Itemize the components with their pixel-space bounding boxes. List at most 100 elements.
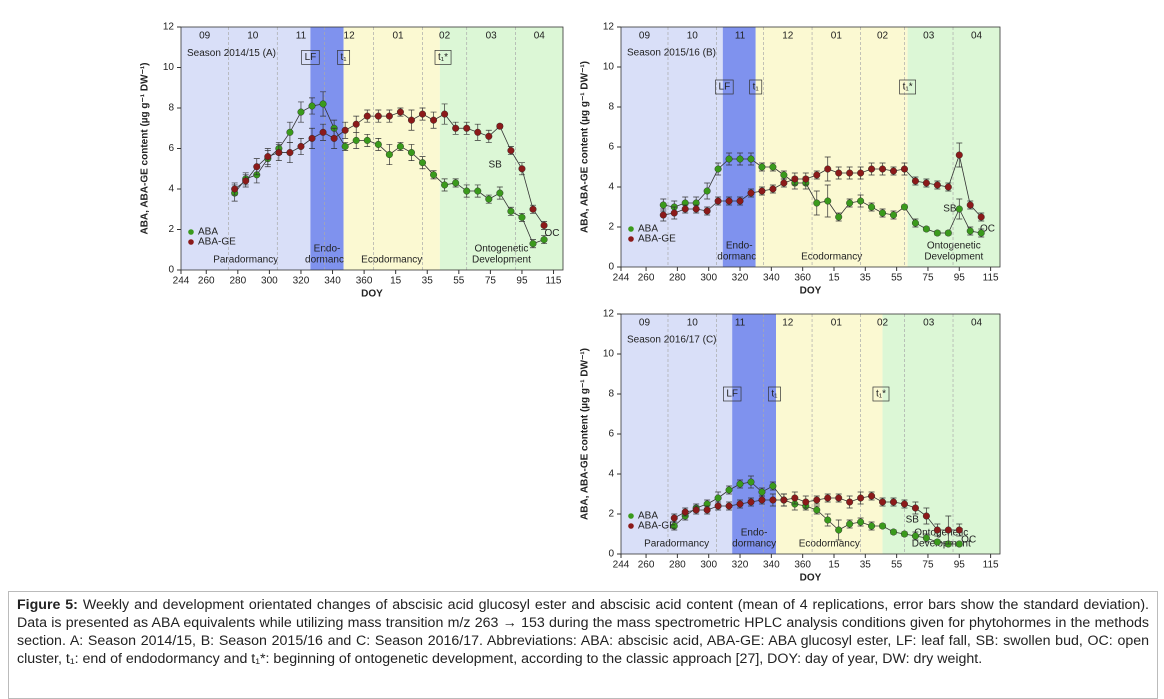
y-tick-label: 12 xyxy=(163,22,175,33)
data-point xyxy=(955,540,963,548)
phase-label: Development xyxy=(924,252,983,263)
annotation-box xyxy=(301,50,320,65)
month-label: 03 xyxy=(923,318,935,329)
data-point xyxy=(868,203,876,211)
data-point xyxy=(286,149,294,157)
y-tick-label: 2 xyxy=(608,509,614,520)
data-point xyxy=(758,187,766,195)
annotation: t₁ xyxy=(753,82,760,93)
data-point xyxy=(813,506,821,514)
data-point xyxy=(341,142,349,150)
data-point xyxy=(879,209,887,217)
x-tick-label: 360 xyxy=(794,273,811,284)
data-point xyxy=(758,163,766,171)
x-tick-label: 115 xyxy=(983,273,999,284)
data-point xyxy=(485,195,493,203)
data-point xyxy=(407,116,415,124)
annotation: SB xyxy=(906,515,920,526)
data-point xyxy=(352,136,360,144)
data-point xyxy=(725,502,733,510)
data-point xyxy=(297,142,305,150)
data-point xyxy=(966,201,974,209)
y-tick-label: 0 xyxy=(168,265,174,276)
data-point xyxy=(824,516,832,524)
legend-label: ABA-GE xyxy=(198,237,236,248)
data-point xyxy=(933,526,941,534)
data-point xyxy=(933,181,941,189)
data-point xyxy=(430,171,438,179)
x-tick-label: 260 xyxy=(638,560,655,571)
data-point xyxy=(474,128,482,136)
month-label: 01 xyxy=(831,318,843,329)
month-label: 11 xyxy=(735,31,746,42)
data-point xyxy=(911,219,919,227)
x-tick-label: 35 xyxy=(860,273,872,284)
data-point xyxy=(769,185,777,193)
phase-label: dormancy xyxy=(732,539,776,550)
phase-band xyxy=(343,27,440,270)
data-point xyxy=(396,108,404,116)
data-point xyxy=(463,124,471,132)
data-point xyxy=(430,116,438,124)
x-tick-label: 95 xyxy=(516,276,528,287)
legend-marker xyxy=(188,239,194,245)
annotation: t₁* xyxy=(903,82,913,93)
data-point xyxy=(670,514,678,522)
month-label: 10 xyxy=(687,318,699,329)
data-point xyxy=(955,526,963,534)
y-tick-label: 10 xyxy=(603,62,615,73)
annotation-box xyxy=(872,386,890,402)
data-point xyxy=(308,134,316,142)
data-point xyxy=(330,134,338,142)
data-point xyxy=(540,221,548,229)
legend-marker xyxy=(628,236,634,242)
month-label: 12 xyxy=(344,31,356,42)
data-point xyxy=(780,496,788,504)
caption: Figure 5: Weekly and development orienta… xyxy=(8,591,1158,699)
y-tick-label: 2 xyxy=(168,224,174,235)
data-point xyxy=(681,508,689,516)
x-tick-label: 15 xyxy=(828,273,840,284)
phase-label: Ecodormancy xyxy=(799,539,860,550)
data-point xyxy=(922,179,930,187)
data-point xyxy=(714,502,722,510)
data-point xyxy=(485,132,493,140)
data-point xyxy=(725,155,733,163)
y-tick-label: 6 xyxy=(608,142,614,153)
legend-marker xyxy=(628,226,634,232)
annotation-box xyxy=(899,79,916,95)
month-label: 12 xyxy=(782,318,794,329)
data-point xyxy=(736,197,744,205)
annotation-box xyxy=(434,50,452,65)
data-point xyxy=(758,488,766,496)
data-point xyxy=(900,165,908,173)
chart: Paradormancy Endo-dormancy Ecodormancy Onto… xyxy=(140,22,564,300)
phase-label: Ontogenetic xyxy=(927,241,981,252)
x-tick-label: 244 xyxy=(613,560,630,571)
x-tick-label: 280 xyxy=(229,276,246,287)
data-point xyxy=(911,504,919,512)
data-point xyxy=(736,480,744,488)
x-axis-label: DOY xyxy=(361,289,383,300)
month-label: 09 xyxy=(199,31,211,42)
x-tick-label: 340 xyxy=(324,276,341,287)
data-point xyxy=(824,494,832,502)
data-point xyxy=(813,496,821,504)
data-point xyxy=(441,181,449,189)
x-tick-label: 360 xyxy=(794,560,811,571)
x-tick-label: 320 xyxy=(293,276,310,287)
phase-label: Development xyxy=(472,255,531,266)
annotation: SB xyxy=(488,159,502,170)
data-point xyxy=(879,498,887,506)
data-point xyxy=(725,486,733,494)
data-point xyxy=(944,183,952,191)
phase-label: Ecodormancy xyxy=(361,255,422,266)
y-tick-label: 0 xyxy=(608,262,614,273)
y-tick-label: 10 xyxy=(163,62,175,73)
data-point xyxy=(846,199,854,207)
data-point xyxy=(857,169,865,177)
data-point xyxy=(977,213,985,221)
data-point xyxy=(900,530,908,538)
annotation: OC xyxy=(544,228,559,239)
data-point xyxy=(275,149,283,157)
